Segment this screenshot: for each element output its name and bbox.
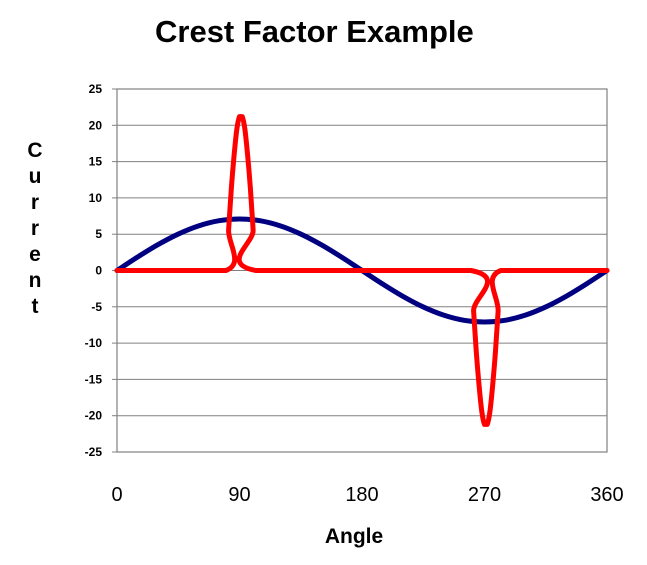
y-tick-label: -5 [91,300,102,314]
y-tick-label: -20 [85,409,103,423]
y-axis-label-letter: n [28,269,42,292]
y-tick-label: -10 [85,336,103,350]
y-tick-label: -25 [85,445,103,459]
gridlines [112,88,607,453]
y-tick-labels: 25 20 15 10 5 0 -5 -10 -15 -20 -25 [85,82,103,459]
y-tick-label: 0 [95,264,102,278]
pulse-current-line [114,114,610,427]
y-tick-label: 15 [89,155,103,169]
y-tick-label: 25 [89,82,103,96]
y-tick-label: -15 [85,372,103,386]
y-axis-label-letter: C [27,139,43,162]
y-tick-label: 10 [89,191,103,205]
x-tick-label: 90 [228,484,250,506]
x-tick-label: 270 [468,484,501,506]
x-tick-labels: 0 90 180 270 360 [111,484,623,506]
y-axis-label-letter: e [29,243,41,266]
y-axis-label-letter: r [30,191,40,214]
x-axis-label: Angle [325,525,383,548]
x-tick-label: 180 [345,484,378,506]
y-axis-label-letter: t [31,295,39,318]
x-tick-label: 360 [590,484,623,506]
chart-title: Crest Factor Example [155,14,474,49]
x-tick-label: 0 [111,484,122,506]
y-tick-label: 5 [95,227,102,241]
series-lines [114,114,610,427]
y-axis-label-letter: u [28,165,42,188]
y-axis-label-letter: r [30,217,40,240]
y-tick-label: 20 [89,118,103,132]
